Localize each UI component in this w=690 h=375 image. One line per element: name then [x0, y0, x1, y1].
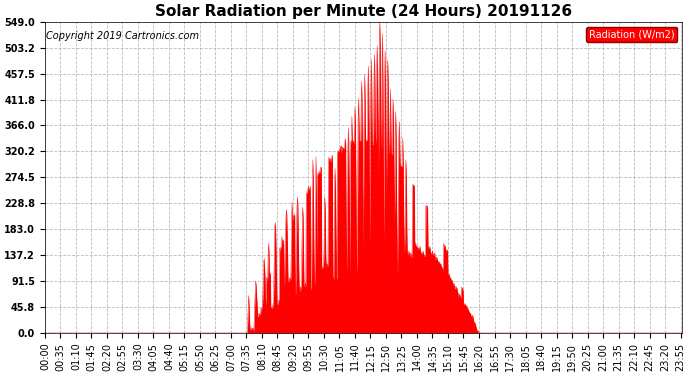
Text: Copyright 2019 Cartronics.com: Copyright 2019 Cartronics.com: [46, 31, 199, 41]
Title: Solar Radiation per Minute (24 Hours) 20191126: Solar Radiation per Minute (24 Hours) 20…: [155, 4, 572, 19]
Legend: Radiation (W/m2): Radiation (W/m2): [586, 27, 678, 42]
